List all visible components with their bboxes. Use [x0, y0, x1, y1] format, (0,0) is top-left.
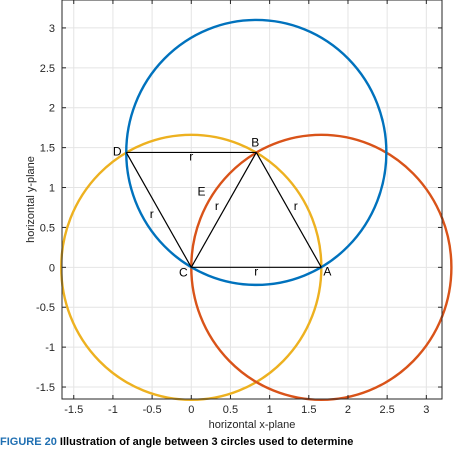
x-tick-label: -1.5 — [64, 404, 83, 416]
point-label-C: C — [179, 265, 188, 279]
x-tick-label: 0 — [188, 404, 194, 416]
segment-label: r — [254, 264, 258, 278]
caption-text: Illustration of angle between 3 circles … — [59, 436, 354, 448]
x-tick-label: 1 — [267, 404, 273, 416]
y-tick-label: -0.5 — [36, 302, 55, 314]
segment-label: r — [215, 199, 219, 213]
point-label-D: D — [113, 144, 122, 158]
annotation-label: E — [197, 185, 205, 199]
x-tick-label: 2.5 — [380, 404, 395, 416]
y-tick-label: 0 — [49, 262, 55, 274]
figure-number: FIGURE 20 — [0, 436, 57, 448]
segment-label: r — [189, 149, 193, 163]
chart-figure: r r r r r A B C D E -1.5 -1 -0.5 0 0.5 1 1.5 2 2.5 3 3 2.5 2 1… — [25, 0, 453, 431]
point-label-B: B — [251, 135, 259, 149]
segment-DC — [125, 152, 192, 268]
y-tick-label: -1 — [45, 342, 55, 354]
x-tick-label: 1.5 — [301, 404, 316, 416]
circle-curve — [125, 18, 388, 287]
y-tick-label: 1.5 — [40, 143, 55, 155]
y-tick-label: 1 — [49, 183, 55, 195]
x-axis-label: horizontal x-plane — [209, 419, 296, 431]
point-labels: r r r r r A B C D E — [113, 135, 331, 279]
segment-AB — [255, 152, 322, 268]
figure-caption: FIGURE 20 Illustration of angle between … — [0, 436, 474, 452]
axis-ticks: -1.5 -1 -0.5 0 0.5 1 1.5 2 2.5 3 3 2.5 2 1.5 1 0.5 0 -0.5… — [36, 0, 442, 416]
point-label-A: A — [323, 264, 331, 278]
x-tick-label: 2 — [345, 404, 351, 416]
y-tick-label: 0.5 — [40, 222, 55, 234]
x-tick-label: -0.5 — [143, 404, 162, 416]
y-tick-label: 2.5 — [40, 63, 55, 75]
plot-area-border — [61, 0, 443, 400]
segment-label: r — [150, 207, 154, 221]
segment-CB — [190, 152, 257, 268]
circles — [60, 18, 453, 401]
y-axis-label: horizontal y-plane — [25, 156, 37, 243]
grid — [62, 0, 442, 399]
y-tick-label: 2 — [49, 103, 55, 115]
triangle-segments — [125, 151, 322, 268]
x-tick-label: -1 — [108, 404, 118, 416]
y-tick-label: 3 — [49, 23, 55, 35]
x-tick-label: 3 — [423, 404, 429, 416]
y-tick-label: -1.5 — [36, 382, 55, 394]
segment-label: r — [294, 199, 298, 213]
x-tick-label: 0.5 — [223, 404, 238, 416]
